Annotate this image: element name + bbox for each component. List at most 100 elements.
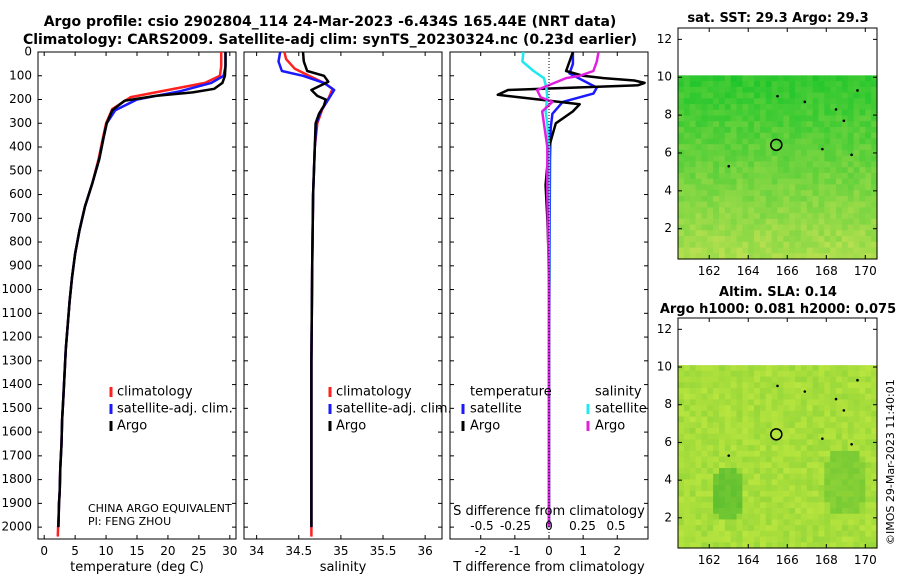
- heatmap-cell: [824, 241, 831, 249]
- heatmap-cell: [689, 439, 697, 446]
- heatmap-cell: [830, 195, 837, 203]
- heatmap-cell: [812, 218, 820, 226]
- heatmap-cell: [777, 115, 784, 122]
- heatmap-cell: [759, 201, 767, 208]
- heatmap-cell: [777, 502, 784, 509]
- heatmap-cell: [718, 104, 726, 111]
- heatmap-cell: [771, 109, 779, 117]
- heatmap-cell: [800, 365, 808, 372]
- heatmap-cell: [707, 525, 714, 532]
- heatmap-cell: [742, 138, 749, 145]
- heatmap-cell: [678, 433, 685, 441]
- heatmap-cell: [795, 161, 802, 168]
- heatmap-cell: [818, 155, 825, 163]
- heatmap-cell: [824, 508, 831, 515]
- heatmap-cell: [806, 86, 814, 94]
- heatmap-cell: [777, 98, 784, 105]
- heatmap-cell: [795, 456, 802, 463]
- heatmap-cell: [695, 445, 703, 452]
- heatmap-cell: [865, 241, 872, 249]
- heatmap-cell: [730, 405, 738, 412]
- heatmap-cell: [836, 126, 843, 134]
- heatmap-cell: [742, 479, 749, 486]
- heatmap-cell: [859, 485, 866, 492]
- heatmap-cell: [678, 410, 685, 418]
- heatmap-cell: [795, 433, 802, 441]
- heatmap-cell: [718, 92, 726, 99]
- heatmap-cell: [836, 230, 843, 237]
- heatmap-cell: [678, 144, 685, 151]
- heatmap-cell: [771, 207, 779, 214]
- salinity-legend-label: climatology: [336, 385, 412, 400]
- island-marker: [834, 397, 838, 401]
- heatmap-cell: [841, 450, 849, 458]
- heatmap-cell: [701, 490, 708, 498]
- heatmap-cell: [777, 218, 784, 226]
- heatmap-cell: [783, 213, 790, 220]
- heatmap-cell: [865, 167, 872, 174]
- heatmap-cell: [871, 230, 878, 237]
- heatmap-cell: [765, 155, 773, 163]
- heatmap-cell: [754, 502, 761, 509]
- heatmap-cell: [853, 247, 861, 254]
- heatmap-cell: [754, 433, 761, 441]
- heatmap-cell: [777, 479, 784, 486]
- salinity-difference-tick: 0: [545, 519, 553, 533]
- heatmap-cell: [800, 427, 808, 435]
- heatmap-cell: [812, 109, 820, 117]
- heatmap-cell: [777, 376, 784, 383]
- heatmap-cell: [806, 405, 814, 412]
- heatmap-cell: [718, 138, 726, 145]
- heatmap-cell: [724, 155, 732, 163]
- heatmap-cell: [824, 81, 831, 88]
- heatmap-cell: [695, 410, 703, 418]
- heatmap-cell: [724, 207, 732, 214]
- heatmap-cell: [871, 542, 878, 549]
- heatmap-cell: [800, 496, 808, 503]
- heatmap-cell: [777, 86, 784, 94]
- heatmap-cell: [806, 473, 814, 481]
- heatmap-cell: [759, 230, 767, 237]
- heatmap-cell: [824, 121, 831, 128]
- heatmap-cell: [736, 370, 743, 378]
- heatmap-cell: [800, 213, 808, 220]
- heatmap-cell: [836, 98, 843, 105]
- heatmap-cell: [748, 410, 755, 418]
- heatmap-cell: [795, 399, 802, 406]
- heatmap-cell: [683, 416, 691, 423]
- heatmap-cell: [818, 236, 825, 243]
- heatmap-cell: [689, 473, 697, 481]
- heatmap-cell: [683, 104, 691, 111]
- heatmap-cell: [806, 502, 814, 509]
- heatmap-cell: [847, 109, 855, 117]
- heatmap-cell: [718, 370, 726, 378]
- heatmap-cell: [707, 479, 714, 486]
- difference-xtick-label: -1: [509, 544, 521, 558]
- heatmap-cell: [701, 519, 708, 526]
- heatmap-cell: [695, 456, 703, 463]
- heatmap-cell: [759, 213, 767, 220]
- heatmap-cell: [759, 422, 767, 429]
- heatmap-cell: [683, 213, 691, 220]
- heatmap-cell: [795, 473, 802, 481]
- heatmap-cell: [824, 399, 831, 406]
- heatmap-cell: [853, 126, 861, 134]
- heatmap-cell: [724, 144, 732, 151]
- heatmap-cell: [853, 121, 861, 128]
- heatmap-cell: [806, 508, 814, 515]
- heatmap-cell: [859, 370, 866, 378]
- heatmap-cell: [853, 427, 861, 435]
- heatmap-cell: [859, 462, 866, 469]
- heatmap-cell: [759, 161, 767, 168]
- temperature-xtick-label: 10: [98, 544, 113, 558]
- heatmap-cell: [678, 138, 685, 145]
- heatmap-cell: [783, 121, 790, 128]
- heatmap-cell: [748, 456, 755, 463]
- heatmap-cell: [783, 132, 790, 140]
- heatmap-cell: [795, 253, 802, 260]
- heatmap-cell: [806, 490, 814, 498]
- heatmap-cell: [853, 98, 861, 105]
- heatmap-cell: [800, 184, 808, 191]
- island-marker: [842, 409, 846, 412]
- heatmap-cell: [841, 92, 849, 99]
